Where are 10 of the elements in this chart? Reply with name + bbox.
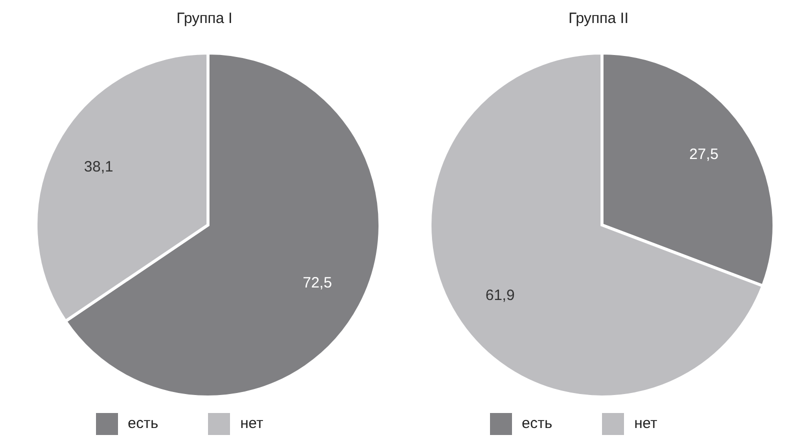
data-label: 38,1 xyxy=(84,158,114,176)
data-label: 27,5 xyxy=(689,146,718,164)
legend-label: нет xyxy=(634,415,658,432)
chart-title: Группа II xyxy=(567,9,630,29)
chart-title: Группа I xyxy=(176,9,234,29)
legend-label: есть xyxy=(522,415,552,432)
legend-label: есть xyxy=(128,415,158,432)
legend-label: нет xyxy=(240,415,264,432)
data-label: 61,9 xyxy=(486,286,515,304)
data-label: 72,5 xyxy=(302,274,332,292)
